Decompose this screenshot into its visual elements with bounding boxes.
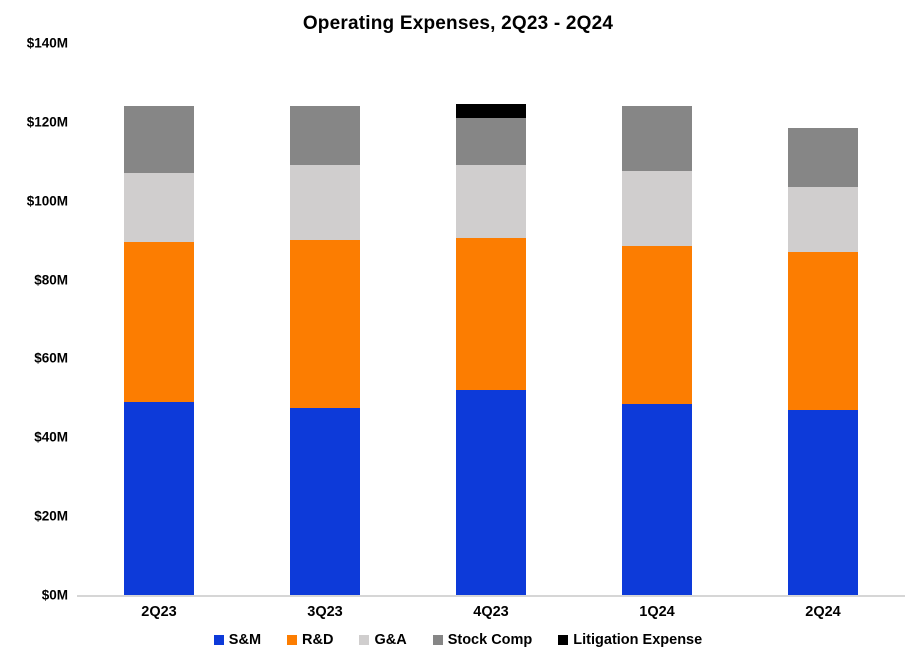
legend-label: Stock Comp — [447, 632, 533, 648]
bar-segment-stock-comp — [788, 127, 858, 187]
legend-item: S&M — [213, 632, 262, 648]
bar-segment-g-a — [788, 186, 858, 252]
bar-segment-g-a — [456, 165, 526, 239]
bar-segment-s-m — [456, 389, 526, 595]
bar-segment-r-d — [788, 251, 858, 410]
bar-segment-litigation-expense — [456, 104, 526, 118]
y-tick-label: $80M — [34, 272, 68, 288]
legend-swatch-icon — [432, 635, 443, 645]
legend-item: Stock Comp — [432, 632, 533, 648]
y-tick-label: $0M — [41, 587, 68, 603]
x-axis-label: 2Q23 — [141, 604, 177, 620]
legend-label: S&M — [228, 632, 262, 648]
x-axis-label: 4Q23 — [473, 604, 509, 620]
legend-item: G&A — [359, 632, 407, 648]
bar-segment-stock-comp — [124, 106, 194, 174]
x-axis-line — [77, 595, 905, 597]
y-tick-label: $120M — [26, 114, 68, 130]
legend: S&M R&D G&A Stock Comp Litigation Expense — [0, 632, 916, 648]
x-axis-label: 2Q24 — [805, 604, 841, 620]
legend-swatch-icon — [558, 635, 569, 645]
bar-segment-stock-comp — [622, 106, 692, 172]
bar-segment-g-a — [124, 173, 194, 243]
bar-segment-s-m — [622, 403, 692, 595]
legend-label: G&A — [374, 632, 407, 648]
x-axis-label: 1Q24 — [639, 604, 675, 620]
bar-segment-r-d — [622, 246, 692, 404]
bar-segment-r-d — [124, 242, 194, 402]
bar-segment-s-m — [290, 407, 360, 595]
x-axis-label: 3Q23 — [307, 604, 343, 620]
bar-segment-s-m — [124, 401, 194, 595]
bar-segment-stock-comp — [290, 106, 360, 166]
y-tick-label: $100M — [26, 193, 68, 209]
bar-segment-r-d — [290, 240, 360, 408]
legend-swatch-icon — [359, 635, 370, 645]
bar-segment-g-a — [290, 165, 360, 241]
bar-segment-s-m — [788, 409, 858, 595]
legend-label: R&D — [302, 632, 334, 648]
legend-item: Litigation Expense — [558, 632, 702, 648]
bar-segment-g-a — [622, 171, 692, 247]
legend-item: R&D — [287, 632, 333, 648]
y-tick-label: $40M — [34, 429, 68, 445]
legend-swatch-icon — [213, 635, 224, 645]
y-tick-label: $60M — [34, 350, 68, 366]
legend-swatch-icon — [287, 635, 298, 645]
y-tick-label: $140M — [26, 35, 68, 51]
y-tick-label: $20M — [34, 508, 68, 524]
legend-label: Litigation Expense — [573, 632, 703, 648]
chart-title: Operating Expenses, 2Q23 - 2Q24 — [302, 13, 614, 34]
bar-segment-stock-comp — [456, 117, 526, 166]
bar-segment-r-d — [456, 238, 526, 390]
